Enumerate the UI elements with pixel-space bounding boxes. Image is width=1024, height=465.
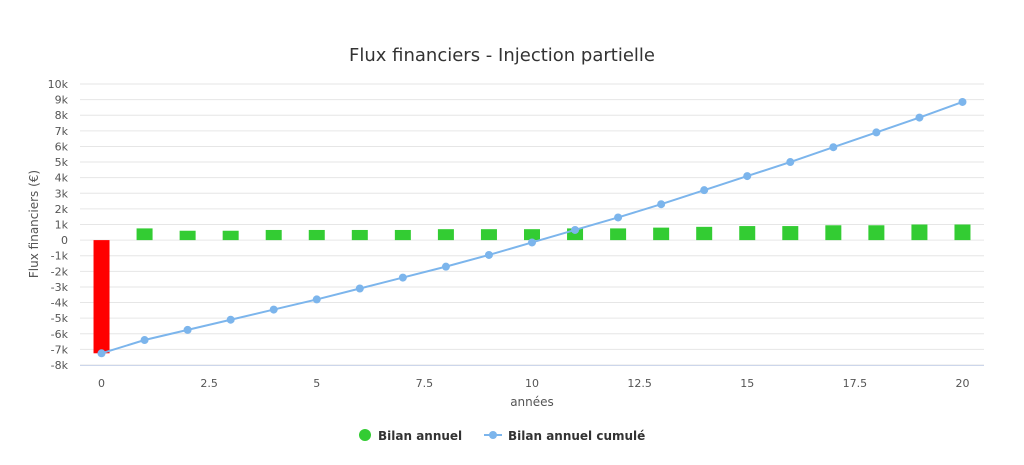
bar-annee-15[interactable] (739, 226, 756, 241)
legend: Bilan annuel Bilan annuel cumulé (359, 429, 645, 443)
bar-annee-11[interactable] (567, 228, 584, 241)
bar-annee-1[interactable] (136, 228, 153, 241)
point-cumule-annee-9[interactable] (484, 250, 493, 259)
y-tick-label: 5k (55, 156, 69, 169)
y-tick-label: 2k (55, 203, 69, 216)
point-cumule-annee-3[interactable] (226, 315, 235, 324)
y-tick-label: 10k (48, 78, 69, 91)
x-axis-title: années (510, 395, 554, 409)
x-tick-label: 7.5 (416, 377, 434, 390)
y-tick-label: 1k (55, 219, 69, 232)
y-tick-label: 7k (55, 125, 69, 138)
legend-label-bilan-annuel: Bilan annuel (378, 429, 462, 443)
y-tick-label: -1k (51, 250, 69, 263)
x-tick-label: 17.5 (843, 377, 868, 390)
bar-annee-20[interactable] (954, 224, 971, 241)
y-tick-label: -2k (51, 265, 69, 278)
bar-annee-14[interactable] (696, 226, 713, 241)
y-tick-label: 0 (61, 234, 68, 247)
bar-annee-8[interactable] (437, 229, 454, 241)
x-tick-label: 15 (740, 377, 754, 390)
legend-marker-bilan-annuel-cumule (489, 431, 497, 439)
x-axis-ticks: 0 2.5 5 7.5 10 12.5 15 17.5 20 (98, 377, 969, 390)
y-tick-label: 6k (55, 140, 69, 153)
y-axis-title: Flux financiers (€) (27, 170, 41, 278)
x-tick-label: 20 (955, 377, 969, 390)
y-tick-label: -7k (51, 343, 69, 356)
point-cumule-annee-5[interactable] (312, 295, 321, 304)
y-tick-label: -4k (51, 297, 69, 310)
point-cumule-annee-16[interactable] (786, 158, 795, 167)
point-cumule-annee-4[interactable] (269, 305, 278, 314)
x-tick-label: 0 (98, 377, 105, 390)
point-cumule-annee-7[interactable] (398, 273, 407, 282)
chart-title: Flux financiers - Injection partielle (349, 45, 655, 66)
x-tick-label: 5 (313, 377, 320, 390)
bar-annee-5[interactable] (308, 229, 325, 241)
point-cumule-annee-0[interactable] (97, 349, 106, 358)
bar-annee-4[interactable] (265, 229, 282, 241)
bar-annee-0[interactable] (93, 240, 110, 354)
bar-annee-17[interactable] (825, 225, 842, 241)
y-tick-label: 9k (55, 94, 69, 107)
point-cumule-annee-12[interactable] (614, 213, 623, 222)
bar-annee-16[interactable] (782, 226, 799, 241)
grid-lines (80, 83, 984, 366)
y-tick-label: 4k (55, 172, 69, 185)
x-tick-label: 2.5 (200, 377, 218, 390)
bar-annee-9[interactable] (480, 229, 497, 241)
y-axis-ticks: -8k -7k -6k -5k -4k -3k -2k -1k 0 1k 2k 3k 4k 5k 6k 7k 8… (48, 78, 69, 372)
point-cumule-annee-18[interactable] (872, 128, 881, 137)
y-tick-label: -6k (51, 328, 69, 341)
bar-annee-13[interactable] (653, 227, 670, 241)
y-tick-label: 3k (55, 187, 69, 200)
x-tick-label: 10 (525, 377, 539, 390)
point-cumule-annee-14[interactable] (700, 186, 709, 195)
y-tick-label: -3k (51, 281, 69, 294)
bar-annee-19[interactable] (911, 224, 928, 241)
y-tick-label: -8k (51, 359, 69, 372)
x-tick-label: 12.5 (627, 377, 652, 390)
point-cumule-annee-13[interactable] (657, 200, 666, 209)
bar-annee-3[interactable] (222, 230, 239, 241)
y-tick-label: 8k (55, 109, 69, 122)
point-cumule-annee-1[interactable] (140, 336, 149, 345)
bars-bilan-annuel (93, 224, 971, 354)
point-cumule-annee-17[interactable] (829, 143, 838, 152)
legend-label-bilan-annuel-cumule: Bilan annuel cumulé (508, 429, 645, 443)
bar-annee-10[interactable] (524, 229, 540, 241)
point-cumule-annee-6[interactable] (355, 284, 364, 293)
point-cumule-annee-8[interactable] (441, 262, 450, 271)
y-tick-label: -5k (51, 312, 69, 325)
line-bilan-annuel-cumule (97, 97, 967, 358)
point-cumule-annee-20[interactable] (958, 97, 967, 106)
legend-item-bilan-annuel-cumule[interactable]: Bilan annuel cumulé (484, 429, 645, 443)
bar-annee-6[interactable] (351, 229, 368, 241)
point-cumule-annee-15[interactable] (743, 172, 752, 181)
legend-item-bilan-annuel[interactable]: Bilan annuel (359, 429, 462, 443)
point-cumule-annee-2[interactable] (183, 325, 192, 334)
bar-annee-12[interactable] (610, 228, 627, 241)
point-cumule-annee-10[interactable] (528, 238, 536, 247)
point-cumule-annee-19[interactable] (915, 113, 924, 122)
point-cumule-annee-11[interactable] (571, 225, 580, 234)
legend-marker-bilan-annuel (359, 429, 371, 441)
bar-annee-2[interactable] (179, 230, 196, 241)
bar-annee-18[interactable] (868, 225, 885, 241)
bar-annee-7[interactable] (394, 229, 411, 241)
